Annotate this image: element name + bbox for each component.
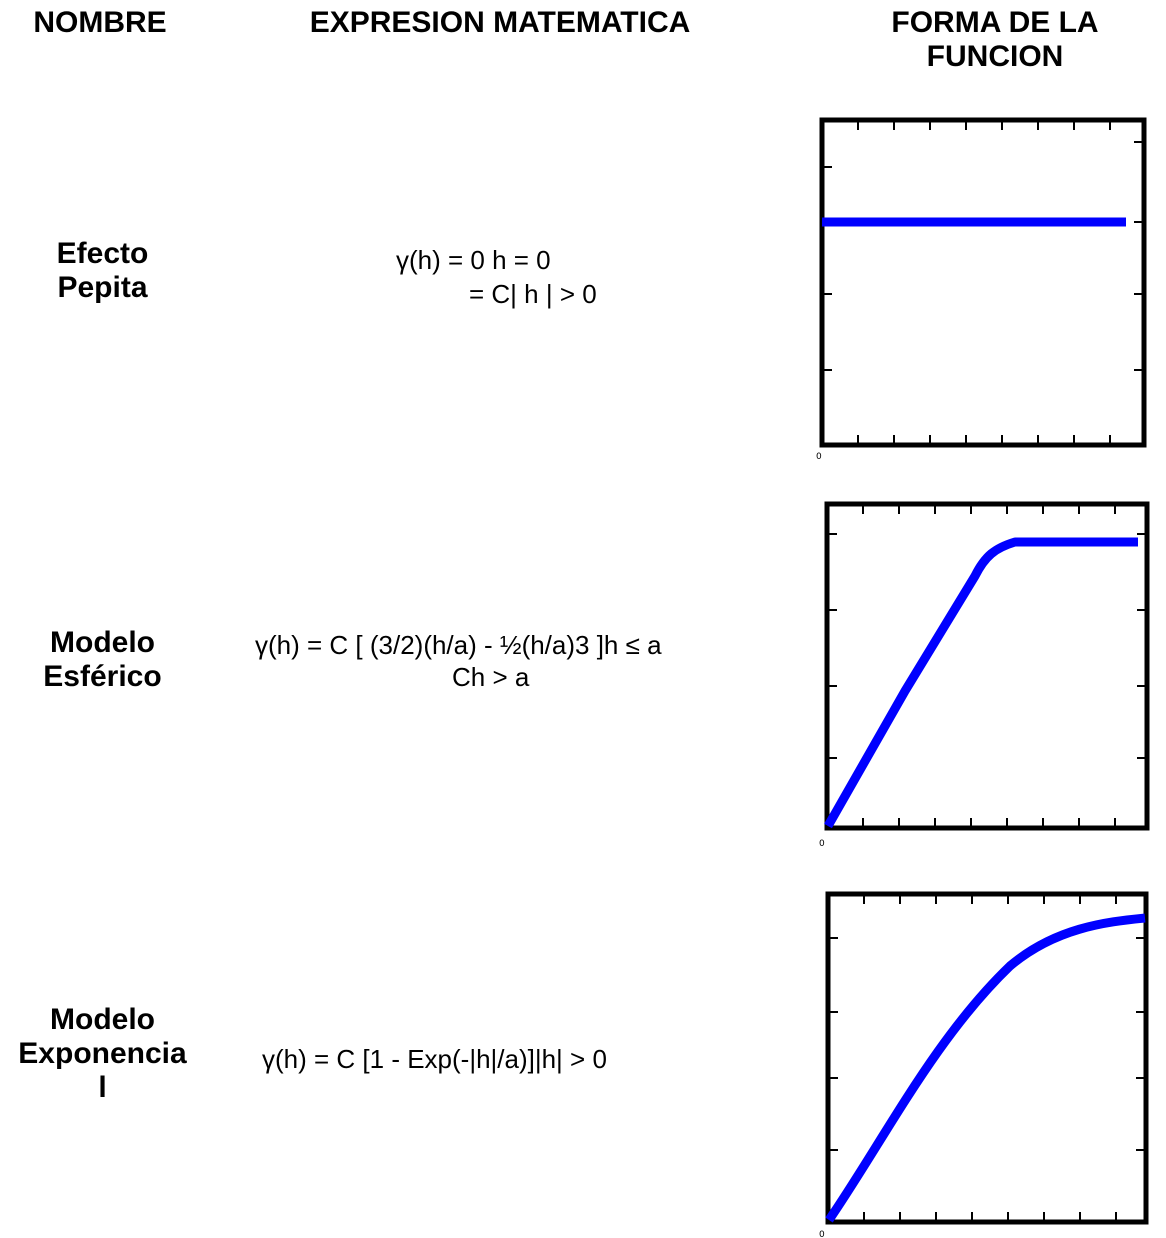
curve-modelo-exponencial [825, 913, 1146, 1223]
graph-frame [824, 501, 1150, 831]
graph-frame [825, 891, 1149, 1225]
model-name-line: Modelo [50, 1003, 155, 1036]
formula-modelo-esferico-line1: γ(h) = C [ (3/2)(h/a) - ½(h/a)3 ]h ≤ a [255, 630, 662, 660]
model-name-line: Pepita [57, 271, 148, 304]
axis-origin-label: 0 [819, 839, 825, 849]
axis-origin-label: 0 [816, 452, 822, 462]
model-name-line: Modelo [50, 626, 155, 659]
graph-modelo-esferico: 0 [819, 501, 1150, 849]
model-name-line: Exponencia [18, 1037, 187, 1070]
model-name-modelo-exponencial: Modelo Exponencia l [10, 1003, 195, 1105]
graph-ticks [827, 504, 1147, 828]
formula-efecto-pepita-line1: γ(h) = 0 h = 0 [396, 245, 551, 275]
graph-ticks [828, 894, 1146, 1222]
header-forma-line2: FUNCION [926, 40, 1064, 73]
formula-modelo-exponencial-line1: γ(h) = C [1 - Exp(-|h|/a)]|h| > 0 [262, 1044, 607, 1074]
model-name-line: l [98, 1071, 107, 1104]
header-forma-de-la-funcion: FORMA DE LA FUNCION [840, 6, 1150, 74]
model-name-efecto-pepita: Efecto Pepita [10, 237, 195, 305]
curve-modelo-esferico [824, 537, 1138, 829]
model-name-line: Efecto [56, 237, 149, 270]
header-nombre: NOMBRE [33, 6, 167, 39]
model-name-line: Esférico [43, 660, 162, 693]
graph-ticks [822, 120, 1144, 445]
formula-modelo-esferico-line2: Ch > a [452, 662, 530, 692]
graph-modelo-exponencial: 0 [819, 891, 1149, 1238]
header-expresion-label: EXPRESION MATEMATICA [309, 6, 691, 39]
graph-frame [819, 117, 1147, 448]
graph-efecto-pepita: 0 [816, 117, 1147, 462]
model-name-modelo-esferico: Modelo Esférico [10, 626, 195, 694]
header-expresion-matematica: EXPRESION MATEMATICA [240, 6, 760, 40]
formula-efecto-pepita-line2: = C| h | > 0 [469, 279, 597, 309]
axis-origin-label: 0 [819, 1230, 825, 1238]
header-forma-line1: FORMA DE LA [891, 6, 1099, 39]
